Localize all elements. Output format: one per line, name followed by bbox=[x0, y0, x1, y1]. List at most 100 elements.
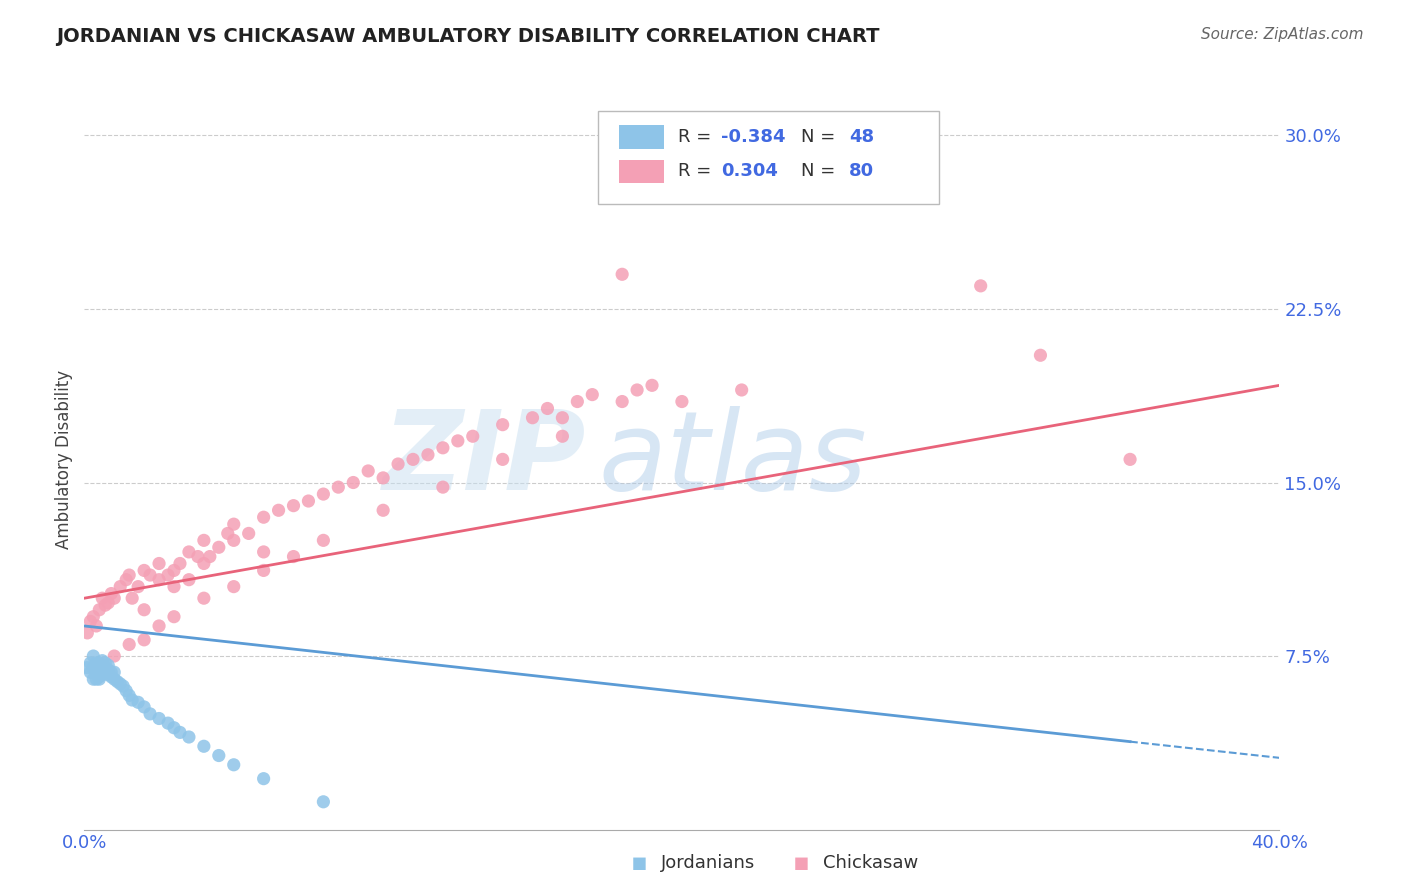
Point bbox=[86, 619, 108, 633]
Text: -0.384: -0.384 bbox=[721, 128, 786, 146]
Point bbox=[157, 568, 180, 582]
Text: Source: ZipAtlas.com: Source: ZipAtlas.com bbox=[1201, 27, 1364, 42]
Point bbox=[416, 448, 439, 462]
Point bbox=[222, 580, 245, 594]
Text: atlas: atlas bbox=[599, 406, 868, 513]
Point bbox=[91, 667, 114, 681]
Point bbox=[91, 591, 114, 606]
Text: N =: N = bbox=[801, 128, 841, 146]
Point bbox=[163, 721, 186, 735]
Point bbox=[581, 387, 603, 401]
Point bbox=[222, 757, 245, 772]
Point bbox=[76, 626, 98, 640]
Point bbox=[86, 672, 108, 686]
Point bbox=[492, 417, 515, 432]
Point bbox=[328, 480, 350, 494]
Text: R =: R = bbox=[678, 162, 717, 180]
Point bbox=[94, 598, 117, 612]
Point bbox=[163, 609, 186, 624]
Point bbox=[447, 434, 470, 448]
Point bbox=[112, 679, 135, 693]
Point bbox=[492, 452, 515, 467]
Point bbox=[97, 596, 120, 610]
Point bbox=[193, 557, 215, 571]
Text: ▪: ▪ bbox=[631, 852, 648, 875]
Point bbox=[89, 665, 111, 680]
Point bbox=[283, 499, 305, 513]
Point bbox=[132, 632, 156, 647]
Bar bbox=[619, 126, 664, 149]
Text: 48: 48 bbox=[849, 128, 875, 146]
Point bbox=[612, 268, 634, 282]
Point bbox=[103, 672, 125, 686]
Point bbox=[139, 568, 162, 582]
Point bbox=[253, 545, 276, 559]
Point bbox=[157, 716, 180, 731]
Point bbox=[193, 533, 215, 548]
Point bbox=[297, 494, 319, 508]
Point bbox=[100, 670, 122, 684]
Point bbox=[177, 545, 200, 559]
Point bbox=[110, 580, 132, 594]
Point bbox=[79, 615, 101, 629]
Point bbox=[551, 429, 574, 443]
Point bbox=[402, 452, 425, 467]
Point bbox=[118, 568, 141, 582]
Point bbox=[731, 383, 754, 397]
Point bbox=[105, 674, 128, 689]
Point bbox=[1119, 452, 1142, 467]
Point bbox=[432, 441, 454, 455]
Point bbox=[312, 795, 335, 809]
Point bbox=[970, 278, 993, 293]
Point bbox=[100, 665, 122, 680]
Point bbox=[373, 471, 395, 485]
Point bbox=[267, 503, 290, 517]
Point bbox=[222, 517, 245, 532]
FancyBboxPatch shape bbox=[599, 112, 939, 204]
Point bbox=[169, 725, 191, 739]
Point bbox=[82, 672, 104, 686]
Point bbox=[82, 648, 104, 663]
Point bbox=[94, 660, 117, 674]
Point bbox=[536, 401, 558, 416]
Point bbox=[163, 580, 186, 594]
Point bbox=[253, 564, 276, 578]
Point bbox=[626, 383, 648, 397]
Point bbox=[208, 541, 231, 555]
Point bbox=[127, 580, 149, 594]
Point bbox=[118, 637, 141, 651]
Point bbox=[97, 667, 120, 681]
Point bbox=[127, 695, 149, 709]
Point bbox=[76, 660, 98, 674]
Point bbox=[169, 557, 191, 571]
Point bbox=[79, 665, 101, 680]
Point bbox=[148, 712, 170, 726]
Point bbox=[89, 660, 111, 674]
Point bbox=[91, 663, 114, 677]
Text: N =: N = bbox=[801, 162, 841, 180]
Point bbox=[103, 665, 125, 680]
Point bbox=[357, 464, 380, 478]
Point bbox=[132, 564, 156, 578]
Point bbox=[94, 656, 117, 670]
Point bbox=[193, 591, 215, 606]
Point bbox=[89, 656, 111, 670]
Point bbox=[82, 609, 104, 624]
Text: ZIP: ZIP bbox=[382, 406, 586, 513]
Point bbox=[89, 670, 111, 684]
Point bbox=[387, 457, 409, 471]
Point bbox=[94, 665, 117, 680]
Text: ▪: ▪ bbox=[793, 852, 810, 875]
Text: JORDANIAN VS CHICKASAW AMBULATORY DISABILITY CORRELATION CHART: JORDANIAN VS CHICKASAW AMBULATORY DISABI… bbox=[56, 27, 880, 45]
Point bbox=[177, 573, 200, 587]
Point bbox=[110, 677, 132, 691]
Point bbox=[253, 772, 276, 786]
Point bbox=[208, 748, 231, 763]
Point bbox=[198, 549, 221, 564]
Point bbox=[193, 739, 215, 754]
Point bbox=[373, 503, 395, 517]
Text: R =: R = bbox=[678, 128, 717, 146]
Point bbox=[82, 660, 104, 674]
Point bbox=[97, 663, 120, 677]
Point bbox=[461, 429, 484, 443]
